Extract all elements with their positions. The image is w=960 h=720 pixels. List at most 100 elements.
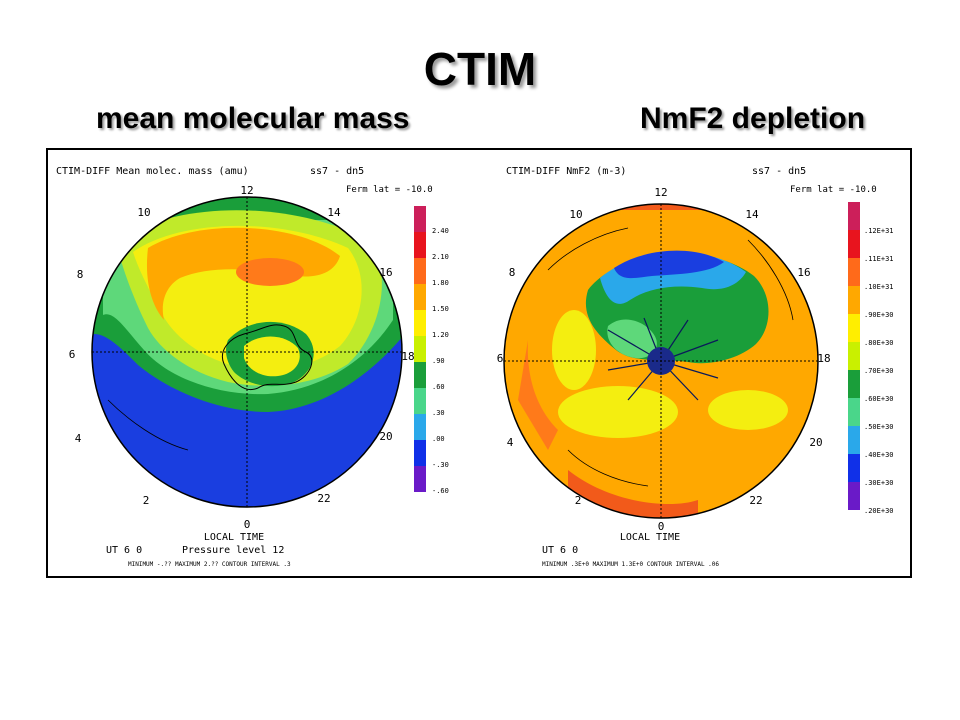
left-panel: CTIM-DIFF Mean molec. mass (amu) ss7 - d… (56, 166, 449, 568)
left-clock-2: 2 (143, 494, 150, 507)
left-colorbar-label-1: 2.10 (432, 253, 449, 261)
left-colorbar-cell-9 (414, 440, 426, 466)
left-colorbar-cell-7 (414, 388, 426, 414)
right-colorbar-cell-1 (848, 230, 860, 258)
right-clock-8: 8 (509, 266, 516, 279)
right-colorbar-labels: .12E+31 .11E+31 .10E+31 .90E+30 .80E+30 … (864, 227, 894, 515)
right-colorbar-cell-10 (848, 482, 860, 510)
left-colorbar-cell-5 (414, 336, 426, 362)
left-colorbar-cell-6 (414, 362, 426, 388)
right-light-green-patch (607, 319, 657, 359)
left-clock-6: 6 (69, 348, 76, 361)
right-blue-core (614, 250, 724, 279)
left-ut-label: UT 6 0 (106, 545, 142, 556)
left-colorbar-cell-0 (414, 206, 426, 232)
left-orange-crescent (146, 227, 340, 320)
right-colorbar-cell-0 (848, 202, 860, 230)
left-colorbar-label-10: -.60 (432, 487, 449, 495)
left-dark-orange-blob (236, 258, 304, 286)
right-colorbar-label-3: .90E+30 (864, 311, 894, 319)
right-colorbar-label-8: .40E+30 (864, 451, 894, 459)
left-colorbar-label-0: 2.40 (432, 227, 449, 235)
right-yellow-patch-2 (708, 390, 788, 430)
right-colorbar-cell-4 (848, 314, 860, 342)
left-footer-text: MINIMUM -.?? MAXIMUM 2.?? CONTOUR INTERV… (128, 561, 291, 568)
left-clock-14: 14 (327, 206, 341, 219)
right-clock-20: 20 (809, 436, 822, 449)
left-clock-12: 12 (240, 184, 253, 197)
left-colorbar-label-7: .30 (432, 409, 445, 417)
figure-frame: CTIM-DIFF Mean molec. mass (amu) ss7 - d… (46, 148, 912, 578)
right-colorbar-cell-2 (848, 258, 860, 286)
right-colorbar-label-1: .11E+31 (864, 255, 894, 263)
left-colorbar-label-2: 1.80 (432, 279, 449, 287)
right-clock-16: 16 (797, 266, 810, 279)
left-polar-map (92, 197, 402, 507)
right-polar-map (504, 204, 818, 518)
right-coastlines (547, 227, 794, 487)
left-colorbar-labels: 2.40 2.10 1.80 1.50 1.20 .90 .60 .30 .00… (432, 227, 449, 495)
left-clock-22: 22 (317, 492, 330, 505)
right-clock-0: 0 (658, 520, 665, 533)
left-center-swirl-inner (244, 336, 300, 377)
right-panel-header: CTIM-DIFF NmF2 (m-3) (506, 166, 626, 177)
left-clock-8: 8 (77, 268, 84, 281)
right-colorbar-label-2: .10E+31 (864, 283, 894, 291)
left-colorbar-cell-8 (414, 414, 426, 440)
right-clock-12: 12 (654, 186, 667, 199)
right-clock-22: 22 (749, 494, 762, 507)
left-clock-20: 20 (379, 430, 392, 443)
slide-title: CTIM (423, 43, 537, 95)
left-clock-16: 16 (379, 266, 392, 279)
left-colorbar-label-3: 1.50 (432, 305, 449, 313)
right-local-time-label: LOCAL TIME (620, 532, 680, 543)
left-colorbar-label-4: 1.20 (432, 331, 449, 339)
right-clock-14: 14 (745, 208, 759, 221)
left-colorbar (414, 206, 426, 492)
right-panel-diff-label: ss7 - dn5 (752, 166, 806, 177)
left-colorbar-label-5: .90 (432, 357, 445, 365)
right-colorbar-label-4: .80E+30 (864, 339, 894, 347)
left-colorbar-label-6: .60 (432, 383, 445, 391)
right-colorbar-cell-7 (848, 398, 860, 426)
left-panel-diff-label: ss7 - dn5 (310, 166, 364, 177)
left-colorbar-cell-4 (414, 310, 426, 336)
left-clock-0: 0 (244, 518, 251, 531)
right-colorbar-cell-5 (848, 342, 860, 370)
right-colorbar-label-0: .12E+31 (864, 227, 894, 235)
right-yellow-patch-3 (552, 310, 596, 390)
left-clock-10: 10 (137, 206, 150, 219)
right-clock-6: 6 (497, 352, 504, 365)
left-colorbar-cell-1 (414, 232, 426, 258)
left-pressure-label: Pressure level 12 (182, 545, 284, 556)
right-colorbar-label-9: .30E+30 (864, 479, 894, 487)
right-colorbar-label-10: .20E+30 (864, 507, 894, 515)
left-clock-4: 4 (75, 432, 82, 445)
right-yellow-patch-1 (558, 386, 678, 438)
left-colorbar-label-9: -.30 (432, 461, 449, 469)
right-colorbar-label-5: .70E+30 (864, 367, 894, 375)
left-colorbar-cell-2 (414, 258, 426, 284)
left-colorbar-label-8: .00 (432, 435, 445, 443)
right-clock-4: 4 (507, 436, 514, 449)
right-panel: CTIM-DIFF NmF2 (m-3) ss7 - dn5 Ferm lat … (497, 166, 894, 568)
right-ferm-lat: Ferm lat = -10.0 (790, 185, 877, 195)
right-colorbar-label-6: .60E+30 (864, 395, 894, 403)
right-colorbar-cell-3 (848, 286, 860, 314)
left-colorbar-cell-3 (414, 284, 426, 310)
right-colorbar-cell-9 (848, 454, 860, 482)
right-clock-2: 2 (575, 494, 582, 507)
right-colorbar-cell-6 (848, 370, 860, 398)
right-top-red-edge (548, 204, 788, 222)
left-ferm-lat: Ferm lat = -10.0 (346, 185, 433, 195)
right-footer-text: MINIMUM .3E+0 MAXIMUM 1.3E+0 CONTOUR INT… (542, 561, 719, 568)
left-panel-header: CTIM-DIFF Mean molec. mass (amu) (56, 166, 249, 177)
right-clock-18: 18 (817, 352, 830, 365)
right-clock-10: 10 (569, 208, 582, 221)
left-clock-18: 18 (401, 350, 414, 363)
right-colorbar-cell-8 (848, 426, 860, 454)
right-colorbar-label-7: .50E+30 (864, 423, 894, 431)
left-colorbar-cell-10 (414, 466, 426, 492)
left-local-time-label: LOCAL TIME (204, 532, 264, 543)
right-ut-label: UT 6 0 (542, 545, 578, 556)
